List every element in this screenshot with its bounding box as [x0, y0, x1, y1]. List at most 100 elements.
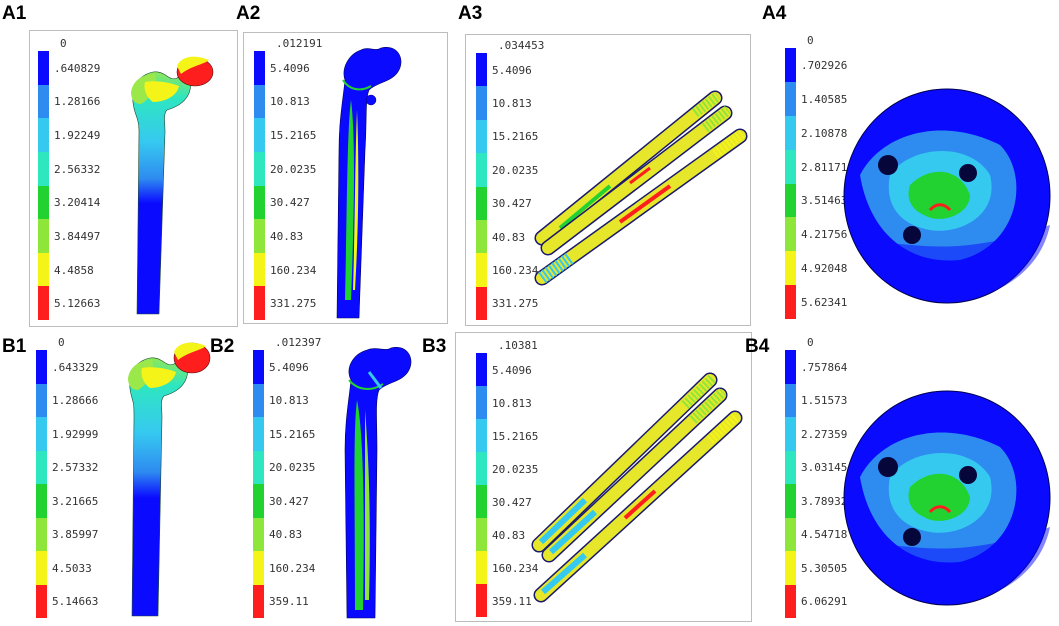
legend-color-band — [476, 419, 487, 452]
legend-color-band — [785, 417, 796, 451]
legend-color-band — [785, 517, 796, 551]
legend-color-band — [476, 353, 487, 386]
legend-tick-label: 40.83 — [269, 528, 303, 542]
legend-tick-label: 4.54718 — [801, 528, 848, 542]
legend-color-band — [253, 584, 264, 618]
legend-tick-label: 1.28666 — [52, 394, 99, 408]
legend-color-band — [476, 551, 487, 584]
panel-label-a3: A3 — [458, 3, 483, 24]
legend-b2: .012397 5.4096 10.813 15.2165 20.0235 30.427 4… — [253, 337, 363, 624]
panel-frame-a3 — [465, 34, 751, 326]
screws-model-a3 — [534, 90, 748, 286]
legend-tick-label: 160.234 — [269, 561, 316, 575]
legend-color-band — [785, 81, 796, 116]
legend-color-band — [476, 286, 487, 320]
legend-tick-label: 30.427 — [492, 495, 532, 509]
legend-color-band — [38, 185, 49, 220]
legend-color-band — [254, 51, 265, 85]
legend-color-band — [785, 450, 796, 484]
legend-tick-label: 30.427 — [269, 494, 309, 508]
legend-color-band — [785, 584, 796, 618]
legend-color-band — [36, 517, 47, 551]
panel-label-b1: B1 — [2, 336, 27, 357]
legend-tick-label: 3.85997 — [52, 528, 99, 542]
legend-tick-label: 0 — [807, 34, 814, 47]
legend-color-band — [253, 450, 264, 484]
legend-b3: .10381 5.4096 10.813 15.2165 20.0235 30.427 40… — [476, 340, 586, 623]
panel-frame-b3 — [455, 332, 752, 622]
legend-color-band — [785, 183, 796, 218]
legend-tick-label: 1.40585 — [801, 92, 848, 106]
panel-frame-a2 — [243, 32, 448, 324]
legend-tick-label: .10381 — [498, 339, 538, 352]
legend-tick-label: 3.51463 — [801, 194, 848, 208]
legend-tick-label: 5.4096 — [270, 61, 310, 75]
legend-tick-label: .640829 — [54, 61, 101, 75]
legend-tick-label: 3.78932 — [801, 494, 848, 508]
screws-model-b3 — [531, 372, 743, 603]
legend-color-bar — [785, 48, 796, 319]
legend-color-band — [476, 86, 487, 120]
legend-color-band — [38, 151, 49, 186]
legend-color-band — [38, 286, 49, 320]
panel-frame-a1 — [29, 30, 238, 327]
legend-color-band — [254, 219, 265, 253]
legend-tick-label: 4.5033 — [52, 561, 92, 575]
legend-color-band — [254, 118, 265, 152]
legend-color-band — [785, 149, 796, 184]
panel-label-a2: A2 — [236, 3, 261, 24]
legend-color-bar — [476, 53, 487, 320]
legend-tick-label: 2.81171 — [801, 160, 848, 174]
legend-tick-label: 0 — [58, 336, 65, 349]
legend-color-band — [785, 383, 796, 417]
legend-color-band — [36, 450, 47, 484]
legend-color-band — [253, 417, 264, 451]
legend-color-bar — [254, 51, 265, 320]
legend-color-band — [253, 350, 264, 384]
legend-b4: 0 .757864 1.51573 2.27359 3.03145 3.78932 4.54… — [785, 337, 895, 624]
legend-tick-label: 160.234 — [492, 561, 539, 575]
legend-tick-label: 3.03145 — [801, 461, 848, 475]
legend-color-band — [36, 383, 47, 417]
legend-tick-label: 10.813 — [492, 97, 532, 111]
legend-color-band — [476, 452, 487, 485]
legend-tick-label: 359.11 — [492, 594, 532, 608]
legend-tick-label: 20.0235 — [492, 163, 539, 177]
legend-tick-label: 4.92048 — [801, 262, 848, 276]
legend-tick-label: 40.83 — [492, 230, 526, 244]
legend-tick-label: 4.21756 — [801, 228, 848, 242]
legend-tick-label: 0 — [60, 37, 67, 50]
legend-tick-label: 1.92249 — [54, 129, 101, 143]
legend-a3: .034453 5.4096 10.813 15.2165 20.0235 30.427 4… — [476, 40, 586, 326]
legend-tick-label: 10.813 — [492, 396, 532, 410]
panel-label-a1: A1 — [2, 3, 27, 24]
femur-model-a2 — [336, 47, 402, 319]
legend-color-band — [36, 417, 47, 451]
legend-a1: 0 .640829 1.28166 1.92249 2.56332 3.20414 3.84… — [38, 38, 148, 326]
legend-b1: 0 .643329 1.28666 1.92999 2.57332 3.21665 3.85… — [36, 337, 146, 624]
legend-color-band — [785, 217, 796, 252]
legend-color-band — [36, 551, 47, 585]
legend-color-band — [476, 518, 487, 551]
legend-color-band — [785, 551, 796, 585]
legend-tick-label: 2.56332 — [54, 162, 101, 176]
legend-tick-label: 1.92999 — [52, 427, 99, 441]
legend-a2: .012191 5.4096 10.813 15.2165 20.0235 30.427 4… — [254, 38, 364, 326]
legend-tick-label: 40.83 — [492, 528, 526, 542]
legend-tick-label: 359.11 — [269, 595, 309, 609]
legend-tick-label: 3.20414 — [54, 196, 101, 210]
legend-tick-label: .012397 — [275, 336, 322, 349]
panel-label-a4: A4 — [762, 3, 787, 24]
legend-color-band — [254, 286, 265, 320]
legend-color-band — [38, 84, 49, 119]
legend-color-band — [476, 219, 487, 254]
legend-color-band — [36, 484, 47, 518]
legend-color-band — [36, 350, 47, 384]
legend-tick-label: 30.427 — [492, 197, 532, 211]
legend-tick-label: 3.21665 — [52, 494, 99, 508]
legend-tick-label: 331.275 — [270, 297, 317, 311]
legend-tick-label: 160.234 — [270, 263, 317, 277]
legend-color-band — [476, 584, 487, 617]
legend-tick-label: 10.813 — [270, 95, 310, 109]
legend-tick-label: 15.2165 — [492, 130, 539, 144]
